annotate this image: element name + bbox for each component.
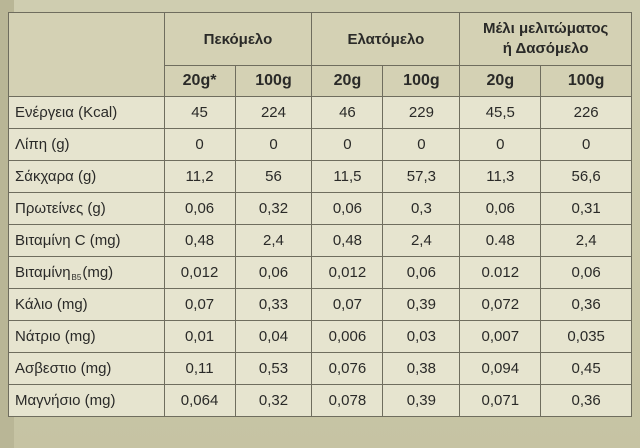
unit-header: 100g bbox=[540, 65, 632, 97]
table-cell: 0,064 bbox=[163, 384, 236, 417]
table-cell: 0,32 bbox=[234, 384, 313, 417]
table-cell: 0,072 bbox=[459, 288, 542, 321]
row-label: Ενέργεια (Kcal) bbox=[8, 96, 165, 129]
row-label-main: Βιταμίνη bbox=[15, 263, 71, 281]
table-cell: 0,11 bbox=[163, 352, 236, 385]
row-label: Ασβεστιο (mg) bbox=[8, 352, 165, 385]
row-label: Νάτριο (mg) bbox=[8, 320, 165, 353]
table-cell: 0,48 bbox=[311, 224, 384, 257]
table-cell: 2,4 bbox=[382, 224, 461, 257]
row-label-vitamin-b5: ΒιταμίνηB5(mg) bbox=[8, 256, 165, 289]
table-cell: 0,36 bbox=[540, 288, 632, 321]
header-group-row: Πεκόμελο Ελατόμελο Μέλι μελιτώματος ή Δα… bbox=[8, 12, 632, 97]
table-cell: 46 bbox=[311, 96, 384, 129]
table-cell: 0,06 bbox=[311, 192, 384, 225]
table-cell: 0,38 bbox=[382, 352, 461, 385]
table-cell: 0,071 bbox=[459, 384, 542, 417]
table-row: Πρωτείνες (g) 0,06 0,32 0,06 0,3 0,06 0,… bbox=[8, 192, 632, 225]
table-cell: 11,5 bbox=[311, 160, 384, 193]
row-label: Μαγνήσιο (mg) bbox=[8, 384, 165, 417]
table-cell: 0,33 bbox=[234, 288, 313, 321]
table-row: Ενέργεια (Kcal) 45 224 46 229 45,5 226 bbox=[8, 96, 632, 129]
table-cell: 0,06 bbox=[459, 192, 542, 225]
table-row: Βιταμίνη C (mg) 0,48 2,4 0,48 2,4 0.48 2… bbox=[8, 224, 632, 257]
table-cell: 224 bbox=[234, 96, 313, 129]
row-label-subscript: B5 bbox=[71, 272, 82, 282]
table-cell: 2,4 bbox=[234, 224, 313, 257]
table-cell: 0,39 bbox=[382, 288, 461, 321]
table-cell: 45,5 bbox=[459, 96, 542, 129]
table-cell: 0,078 bbox=[311, 384, 384, 417]
table-cell: 0 bbox=[234, 128, 313, 161]
row-label: Σάκχαρα (g) bbox=[8, 160, 165, 193]
table-cell: 0 bbox=[311, 128, 384, 161]
table-cell: 0,06 bbox=[382, 256, 461, 289]
unit-header: 20g* bbox=[163, 65, 236, 97]
table-row: Σάκχαρα (g) 11,2 56 11,5 57,3 11,3 56,6 bbox=[8, 160, 632, 193]
table-cell: 0,035 bbox=[540, 320, 632, 353]
table-cell: 0,006 bbox=[311, 320, 384, 353]
corner-cell bbox=[8, 12, 165, 97]
table-cell: 0 bbox=[163, 128, 236, 161]
table-cell: 0,04 bbox=[234, 320, 313, 353]
table-cell: 0,53 bbox=[234, 352, 313, 385]
group-header-honeydew-line2: ή Δασόμελο bbox=[502, 40, 589, 57]
table-cell: 0,45 bbox=[540, 352, 632, 385]
table-cell: 229 bbox=[382, 96, 461, 129]
row-label: Λίπη (g) bbox=[8, 128, 165, 161]
table-cell: 0,007 bbox=[459, 320, 542, 353]
table-cell: 0,06 bbox=[540, 256, 632, 289]
table-cell: 0 bbox=[459, 128, 542, 161]
table-cell: 0,07 bbox=[163, 288, 236, 321]
nutrition-table: Πεκόμελο Ελατόμελο Μέλι μελιτώματος ή Δα… bbox=[8, 12, 632, 417]
group-header-pekomelo: Πεκόμελο bbox=[163, 12, 313, 66]
table-cell: 0.48 bbox=[459, 224, 542, 257]
table-cell: 0,06 bbox=[234, 256, 313, 289]
table-cell: 45 bbox=[163, 96, 236, 129]
table-row: Λίπη (g) 0 0 0 0 0 0 bbox=[8, 128, 632, 161]
table-cell: 226 bbox=[540, 96, 632, 129]
group-header-elatomelo: Ελατόμελο bbox=[311, 12, 461, 66]
table-row: Κάλιο (mg) 0,07 0,33 0,07 0,39 0,072 0,3… bbox=[8, 288, 632, 321]
table-cell: 0,03 bbox=[382, 320, 461, 353]
table-cell: 0,31 bbox=[540, 192, 632, 225]
table-cell: 11,2 bbox=[163, 160, 236, 193]
row-label: Κάλιο (mg) bbox=[8, 288, 165, 321]
table-cell: 0,48 bbox=[163, 224, 236, 257]
table-cell: 0 bbox=[382, 128, 461, 161]
table-cell: 0,39 bbox=[382, 384, 461, 417]
unit-header: 100g bbox=[382, 65, 461, 97]
header-unit-row: 20g* 100g 20g 100g 20g 100g bbox=[9, 65, 632, 97]
table-row: ΒιταμίνηB5(mg) 0,012 0,06 0,012 0,06 0.0… bbox=[8, 256, 632, 289]
table-cell: 0.012 bbox=[459, 256, 542, 289]
table-cell: 0,3 bbox=[382, 192, 461, 225]
table-cell: 0,32 bbox=[234, 192, 313, 225]
table-cell: 0,01 bbox=[163, 320, 236, 353]
table-row: Ασβεστιο (mg) 0,11 0,53 0,076 0,38 0,094… bbox=[8, 352, 632, 385]
table-cell: 56,6 bbox=[540, 160, 632, 193]
table-cell: 56 bbox=[234, 160, 313, 193]
table-cell: 0 bbox=[540, 128, 632, 161]
table-cell: 0,36 bbox=[540, 384, 632, 417]
row-label-unit: (mg) bbox=[82, 263, 114, 281]
table-row: Νάτριο (mg) 0,01 0,04 0,006 0,03 0,007 0… bbox=[8, 320, 632, 353]
unit-header: 20g bbox=[459, 65, 542, 97]
row-label: Βιταμίνη C (mg) bbox=[8, 224, 165, 257]
table-cell: 2,4 bbox=[540, 224, 632, 257]
table-cell: 11,3 bbox=[459, 160, 542, 193]
table-cell: 57,3 bbox=[382, 160, 461, 193]
group-header-honeydew-line1: Μέλι μελιτώματος bbox=[483, 20, 609, 37]
table-cell: 0,07 bbox=[311, 288, 384, 321]
group-header-honeydew: Μέλι μελιτώματος ή Δασόμελο bbox=[459, 12, 632, 66]
table-cell: 0,012 bbox=[163, 256, 236, 289]
table-row: Μαγνήσιο (mg) 0,064 0,32 0,078 0,39 0,07… bbox=[8, 384, 632, 417]
unit-header: 100g bbox=[234, 65, 313, 97]
row-label: Πρωτείνες (g) bbox=[8, 192, 165, 225]
table-cell: 0,06 bbox=[163, 192, 236, 225]
unit-header: 20g bbox=[311, 65, 384, 97]
table-cell: 0,012 bbox=[311, 256, 384, 289]
table-cell: 0,094 bbox=[459, 352, 542, 385]
table-cell: 0,076 bbox=[311, 352, 384, 385]
